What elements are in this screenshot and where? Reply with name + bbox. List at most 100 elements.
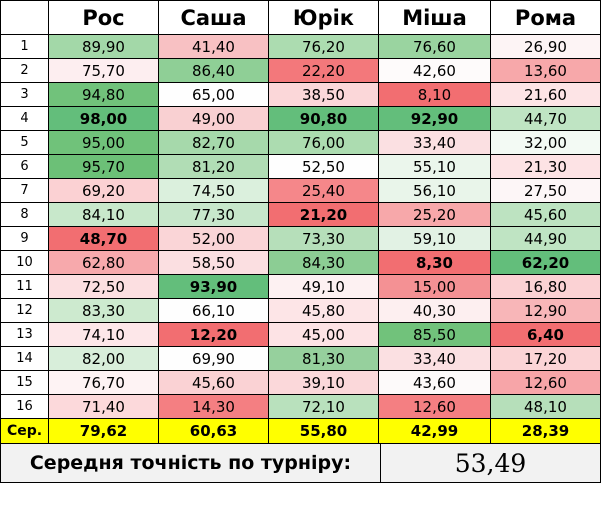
row-number[interactable]: 15 <box>0 370 49 395</box>
score-cell[interactable]: 95,70 <box>48 154 159 179</box>
score-cell[interactable]: 73,30 <box>268 226 379 251</box>
score-cell[interactable]: 56,10 <box>378 178 491 203</box>
row-number[interactable]: 13 <box>0 322 49 347</box>
score-cell[interactable]: 52,50 <box>268 154 379 179</box>
score-cell[interactable]: 17,20 <box>490 346 601 371</box>
row-number[interactable]: 14 <box>0 346 49 371</box>
tournament-accuracy-label[interactable]: Середня точність по турніру: <box>0 444 381 483</box>
score-cell[interactable]: 45,80 <box>268 298 379 323</box>
score-cell[interactable]: 66,10 <box>158 298 269 323</box>
score-cell[interactable]: 48,10 <box>490 394 601 419</box>
average-cell[interactable]: 60,63 <box>158 418 269 444</box>
score-cell[interactable]: 49,10 <box>268 274 379 299</box>
score-cell[interactable]: 94,80 <box>48 82 159 107</box>
score-cell[interactable]: 69,20 <box>48 178 159 203</box>
score-cell[interactable]: 59,10 <box>378 226 491 251</box>
score-cell[interactable]: 89,90 <box>48 34 159 59</box>
column-header-ros[interactable]: Рос <box>48 0 159 35</box>
score-cell[interactable]: 16,80 <box>490 274 601 299</box>
score-cell[interactable]: 8,30 <box>378 250 491 275</box>
score-cell[interactable]: 42,60 <box>378 58 491 83</box>
score-cell[interactable]: 76,60 <box>378 34 491 59</box>
column-header-yurik[interactable]: Юрік <box>268 0 379 35</box>
score-cell[interactable]: 39,10 <box>268 370 379 395</box>
score-cell[interactable]: 82,00 <box>48 346 159 371</box>
score-cell[interactable]: 62,20 <box>490 250 601 275</box>
score-cell[interactable]: 74,10 <box>48 322 159 347</box>
score-cell[interactable]: 85,50 <box>378 322 491 347</box>
score-cell[interactable]: 81,30 <box>268 346 379 371</box>
score-cell[interactable]: 48,70 <box>48 226 159 251</box>
score-cell[interactable]: 95,00 <box>48 130 159 155</box>
score-cell[interactable]: 93,90 <box>158 274 269 299</box>
score-cell[interactable]: 71,40 <box>48 394 159 419</box>
score-cell[interactable]: 12,20 <box>158 322 269 347</box>
score-cell[interactable]: 65,00 <box>158 82 269 107</box>
row-number[interactable]: 16 <box>0 394 49 419</box>
score-cell[interactable]: 58,50 <box>158 250 269 275</box>
average-cell[interactable]: 28,39 <box>490 418 601 444</box>
score-cell[interactable]: 22,20 <box>268 58 379 83</box>
score-cell[interactable]: 43,60 <box>378 370 491 395</box>
score-cell[interactable]: 62,80 <box>48 250 159 275</box>
score-cell[interactable]: 76,00 <box>268 130 379 155</box>
row-number[interactable]: 2 <box>0 58 49 83</box>
score-cell[interactable]: 6,40 <box>490 322 601 347</box>
average-cell[interactable]: 79,62 <box>48 418 159 444</box>
score-cell[interactable]: 33,40 <box>378 130 491 155</box>
average-cell[interactable]: 42,99 <box>378 418 491 444</box>
row-number[interactable]: 1 <box>0 34 49 59</box>
column-header-roma[interactable]: Рома <box>490 0 601 35</box>
score-cell[interactable]: 45,60 <box>158 370 269 395</box>
score-cell[interactable]: 12,60 <box>378 394 491 419</box>
score-cell[interactable]: 84,10 <box>48 202 159 227</box>
score-cell[interactable]: 45,00 <box>268 322 379 347</box>
row-number[interactable]: 3 <box>0 82 49 107</box>
score-cell[interactable]: 86,40 <box>158 58 269 83</box>
score-cell[interactable]: 12,60 <box>490 370 601 395</box>
row-number[interactable]: 8 <box>0 202 49 227</box>
score-cell[interactable]: 13,60 <box>490 58 601 83</box>
score-cell[interactable]: 15,00 <box>378 274 491 299</box>
score-cell[interactable]: 14,30 <box>158 394 269 419</box>
score-cell[interactable]: 41,40 <box>158 34 269 59</box>
score-cell[interactable]: 44,90 <box>490 226 601 251</box>
score-cell[interactable]: 75,70 <box>48 58 159 83</box>
score-cell[interactable]: 32,00 <box>490 130 601 155</box>
row-number[interactable]: 12 <box>0 298 49 323</box>
score-cell[interactable]: 76,20 <box>268 34 379 59</box>
score-cell[interactable]: 21,20 <box>268 202 379 227</box>
score-cell[interactable]: 44,70 <box>490 106 601 131</box>
score-cell[interactable]: 92,90 <box>378 106 491 131</box>
score-cell[interactable]: 81,20 <box>158 154 269 179</box>
score-cell[interactable]: 90,80 <box>268 106 379 131</box>
score-cell[interactable]: 55,10 <box>378 154 491 179</box>
tournament-accuracy-value[interactable]: 53,49 <box>380 444 601 483</box>
score-cell[interactable]: 25,40 <box>268 178 379 203</box>
row-number[interactable]: 10 <box>0 250 49 275</box>
score-cell[interactable]: 21,30 <box>490 154 601 179</box>
column-header-sasha[interactable]: Саша <box>158 0 269 35</box>
score-cell[interactable]: 52,00 <box>158 226 269 251</box>
row-number[interactable]: 5 <box>0 130 49 155</box>
score-cell[interactable]: 25,20 <box>378 202 491 227</box>
score-cell[interactable]: 74,50 <box>158 178 269 203</box>
score-cell[interactable]: 69,90 <box>158 346 269 371</box>
score-cell[interactable]: 76,70 <box>48 370 159 395</box>
score-cell[interactable]: 84,30 <box>268 250 379 275</box>
score-cell[interactable]: 82,70 <box>158 130 269 155</box>
score-cell[interactable]: 21,60 <box>490 82 601 107</box>
row-number[interactable]: 11 <box>0 274 49 299</box>
row-number[interactable]: 4 <box>0 106 49 131</box>
column-header-misha[interactable]: Міша <box>378 0 491 35</box>
score-cell[interactable]: 38,50 <box>268 82 379 107</box>
score-cell[interactable]: 27,50 <box>490 178 601 203</box>
score-cell[interactable]: 12,90 <box>490 298 601 323</box>
score-cell[interactable]: 77,30 <box>158 202 269 227</box>
score-cell[interactable]: 49,00 <box>158 106 269 131</box>
score-cell[interactable]: 8,10 <box>378 82 491 107</box>
row-number[interactable]: 6 <box>0 154 49 179</box>
average-label[interactable]: Сер. <box>0 418 49 444</box>
score-cell[interactable]: 83,30 <box>48 298 159 323</box>
score-cell[interactable]: 98,00 <box>48 106 159 131</box>
